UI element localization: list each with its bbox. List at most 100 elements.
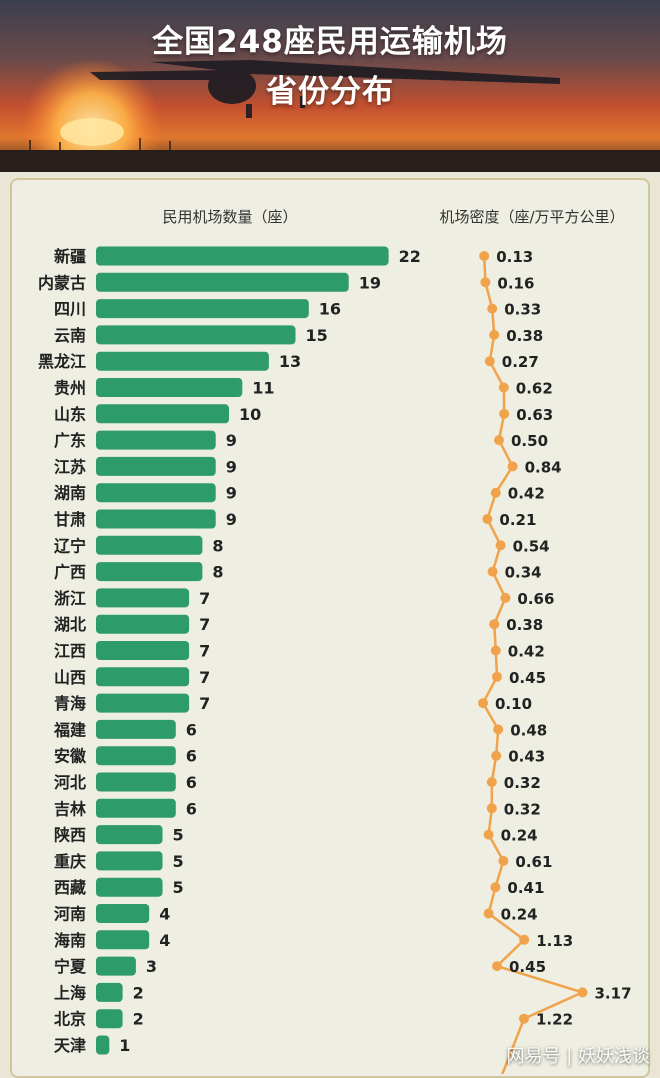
bar-value-label: 9 bbox=[226, 457, 237, 476]
bar bbox=[96, 798, 176, 818]
category-label: 浙江 bbox=[54, 589, 86, 608]
density-value-label: 0.38 bbox=[506, 327, 543, 345]
bar bbox=[96, 930, 150, 950]
density-value-label: 0.10 bbox=[495, 695, 532, 713]
density-value-label: 0.54 bbox=[513, 537, 550, 555]
chart-title-line1: 全国248座民用运输机场 bbox=[152, 24, 508, 60]
bar-value-label: 6 bbox=[186, 773, 197, 792]
density-point bbox=[519, 934, 530, 945]
category-label: 贵州 bbox=[54, 379, 86, 398]
bar-value-label: 6 bbox=[186, 720, 197, 739]
bar-value-label: 13 bbox=[279, 352, 301, 371]
density-value-label: 3.17 bbox=[595, 984, 632, 1002]
density-point bbox=[507, 461, 518, 472]
bar-value-label: 3 bbox=[146, 957, 157, 976]
density-value-label: 0.38 bbox=[506, 616, 543, 634]
bar-value-label: 7 bbox=[199, 642, 210, 661]
category-label: 山东 bbox=[54, 405, 86, 424]
bar-value-label: 19 bbox=[359, 273, 381, 292]
category-label: 甘肃 bbox=[54, 510, 86, 529]
density-value-label: 0.84 bbox=[525, 458, 562, 476]
bar bbox=[96, 877, 163, 897]
density-value-label: 0.42 bbox=[508, 643, 545, 661]
category-label: 河南 bbox=[54, 905, 86, 924]
bar bbox=[96, 378, 243, 397]
category-label: 福建 bbox=[53, 720, 86, 739]
density-point bbox=[483, 908, 494, 919]
bar-value-label: 6 bbox=[186, 747, 197, 766]
bar-value-label: 11 bbox=[252, 379, 274, 398]
bar-value-label: 10 bbox=[239, 405, 261, 424]
category-label: 海南 bbox=[54, 931, 86, 950]
bar bbox=[96, 588, 190, 608]
density-value-label: 0.62 bbox=[516, 380, 553, 398]
category-label: 重庆 bbox=[54, 852, 86, 871]
density-value-label: 0.43 bbox=[508, 748, 545, 766]
density-point bbox=[491, 750, 502, 761]
density-point bbox=[489, 619, 500, 630]
category-label: 西藏 bbox=[54, 878, 86, 897]
category-label: 四川 bbox=[54, 300, 86, 319]
bar bbox=[96, 325, 296, 345]
density-point bbox=[486, 777, 497, 787]
density-value-label: 0.63 bbox=[516, 406, 553, 424]
density-value-label: 0.42 bbox=[508, 485, 545, 503]
bar-value-label: 4 bbox=[159, 931, 170, 950]
bar-value-label: 5 bbox=[173, 878, 184, 897]
density-point bbox=[489, 329, 500, 340]
bar-value-label: 4 bbox=[159, 905, 170, 924]
bar-value-label: 16 bbox=[319, 300, 341, 319]
density-point bbox=[519, 1013, 529, 1024]
bar bbox=[96, 430, 216, 450]
density-point bbox=[492, 671, 502, 682]
bar-value-label: 9 bbox=[226, 484, 237, 503]
bar bbox=[96, 904, 150, 923]
bar bbox=[96, 693, 190, 713]
density-point bbox=[490, 487, 501, 498]
bar bbox=[96, 641, 190, 660]
category-label: 北京 bbox=[54, 1010, 86, 1029]
bar-value-label: 6 bbox=[186, 799, 197, 818]
density-point bbox=[487, 303, 498, 314]
density-value-label: 0.21 bbox=[499, 511, 536, 529]
bar-value-label: 7 bbox=[199, 615, 210, 634]
bar bbox=[96, 272, 349, 292]
category-label: 新疆 bbox=[54, 247, 86, 266]
category-label: 广西 bbox=[54, 563, 86, 582]
density-point bbox=[493, 724, 504, 735]
bar-value-label: 5 bbox=[173, 852, 184, 871]
bar bbox=[96, 851, 163, 871]
bar bbox=[96, 825, 163, 845]
category-label: 河北 bbox=[54, 773, 86, 792]
bar-value-label: 7 bbox=[199, 694, 210, 713]
density-point bbox=[490, 645, 501, 656]
category-label: 江西 bbox=[54, 642, 86, 661]
chart-title-line2: 省份分布 bbox=[266, 74, 394, 110]
density-point bbox=[483, 829, 494, 840]
density-value-label: 0.45 bbox=[509, 669, 546, 687]
header-banner: 全国248座民用运输机场 省份分布 bbox=[0, 0, 660, 172]
density-value-label: 0.34 bbox=[505, 564, 542, 582]
density-point bbox=[494, 435, 504, 446]
density-point bbox=[482, 514, 493, 524]
bar bbox=[96, 404, 229, 424]
density-value-label: 1.22 bbox=[536, 1011, 573, 1029]
bar bbox=[96, 772, 176, 792]
density-point bbox=[498, 855, 509, 866]
bar-value-label: 2 bbox=[133, 983, 144, 1002]
density-value-label: 0.33 bbox=[504, 301, 541, 319]
density-point bbox=[486, 803, 497, 814]
density-value-label: 0.61 bbox=[515, 853, 552, 871]
sunset-airplane-image bbox=[0, 0, 660, 172]
density-point bbox=[498, 382, 509, 393]
category-label: 江苏 bbox=[54, 457, 86, 476]
bar-value-label: 8 bbox=[212, 536, 223, 555]
bar bbox=[96, 956, 136, 976]
bar bbox=[96, 562, 203, 582]
density-value-label: 0.27 bbox=[502, 353, 539, 371]
bar bbox=[96, 614, 190, 634]
bar bbox=[96, 246, 389, 266]
bar bbox=[96, 456, 216, 476]
density-value-label: 0.50 bbox=[511, 432, 548, 450]
